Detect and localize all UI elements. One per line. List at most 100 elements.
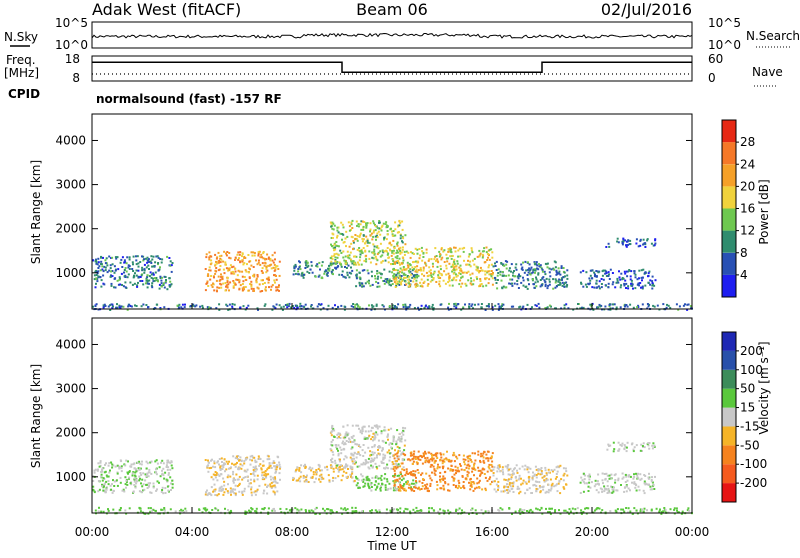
- echo-cell: [560, 307, 563, 310]
- echo-cell: [393, 487, 396, 490]
- echo-cell: [339, 249, 342, 252]
- echo-cell: [334, 248, 337, 251]
- echo-cell: [589, 282, 591, 285]
- echo-cell: [153, 279, 156, 282]
- echo-cell: [373, 253, 376, 256]
- echo-cell: [487, 510, 490, 513]
- echo-cell: [643, 492, 646, 495]
- echo-cell: [542, 276, 545, 279]
- echo-cell: [390, 284, 392, 287]
- echo-cell: [400, 485, 403, 488]
- echo-cell: [536, 264, 539, 267]
- echo-cell: [109, 309, 112, 311]
- echo-cell: [464, 282, 467, 285]
- echo-cell: [329, 221, 332, 224]
- echo-cell: [476, 482, 479, 485]
- echo-cell: [357, 451, 360, 454]
- echo-cell: [220, 258, 223, 261]
- echo-cell: [426, 483, 429, 486]
- echo-cell: [639, 238, 642, 241]
- echo-cell: [275, 468, 278, 471]
- noise-right-label: N.Search: [746, 29, 800, 43]
- echo-cell: [588, 475, 591, 478]
- echo-cell: [166, 485, 169, 488]
- echo-cell: [310, 509, 313, 512]
- echo-cell: [109, 469, 111, 472]
- echo-cell: [263, 304, 266, 307]
- echo-cell: [601, 479, 604, 482]
- echo-cell: [424, 484, 427, 487]
- echo-cell: [116, 303, 118, 306]
- echo-cell: [443, 458, 446, 461]
- echo-cell: [125, 270, 128, 273]
- echo-cell: [599, 487, 602, 490]
- echo-cell: [225, 267, 228, 270]
- echo-cell: [110, 303, 113, 306]
- echo-cell: [373, 438, 376, 441]
- echo-cell: [219, 278, 222, 281]
- echo-cell: [215, 279, 218, 282]
- echo-cell: [241, 275, 244, 278]
- echo-cell: [487, 282, 490, 285]
- echo-cell: [297, 270, 300, 273]
- echo-cell: [256, 275, 259, 278]
- echo-cell: [402, 278, 405, 281]
- echo-cell: [399, 507, 402, 510]
- echo-cell: [213, 483, 216, 486]
- echo-cell: [359, 429, 362, 432]
- echo-cell: [327, 304, 330, 307]
- echo-cell: [220, 473, 223, 476]
- echo-cell: [130, 465, 133, 468]
- echo-cell: [376, 232, 379, 235]
- echo-cell: [436, 488, 439, 491]
- echo-cell: [675, 303, 678, 306]
- echo-cell: [100, 256, 102, 259]
- echo-cell: [434, 247, 437, 250]
- echo-cell: [245, 511, 248, 514]
- echo-cell: [356, 235, 359, 238]
- echo-cell: [149, 461, 152, 464]
- echo-cell: [608, 245, 611, 248]
- echo-cell: [266, 492, 269, 495]
- echo-cell: [396, 478, 399, 481]
- echo-cell: [355, 484, 358, 487]
- echo-cell: [439, 277, 442, 279]
- echo-cell: [469, 265, 472, 268]
- echo-cell: [451, 279, 454, 282]
- echo-cell: [267, 507, 270, 510]
- echo-cell: [256, 307, 259, 310]
- echo-cell: [423, 306, 426, 309]
- echo-cell: [368, 479, 371, 482]
- echo-cell: [145, 475, 148, 478]
- echo-cell: [589, 486, 592, 489]
- echo-cell: [366, 222, 369, 225]
- echo-cell: [402, 466, 405, 469]
- echo-cell: [389, 228, 392, 231]
- echo-cell: [342, 256, 345, 259]
- echo-cell: [454, 465, 457, 468]
- echo-cell: [268, 458, 271, 461]
- echo-cell: [218, 308, 221, 311]
- echo-cell: [168, 257, 171, 259]
- echo-cell: [467, 279, 470, 282]
- echo-cell: [371, 466, 374, 469]
- echo-cell: [111, 263, 114, 266]
- echo-cell: [452, 451, 455, 454]
- echo-cell: [484, 273, 487, 276]
- echo-cell: [510, 482, 512, 485]
- echo-cell: [127, 266, 130, 269]
- echo-cell: [373, 457, 376, 460]
- echo-cell: [633, 272, 636, 275]
- echo-cell: [95, 271, 98, 273]
- echo-cell: [524, 260, 527, 263]
- echo-cell: [391, 442, 394, 445]
- echo-cell: [404, 303, 407, 306]
- echo-cell: [390, 427, 393, 430]
- echo-cell: [634, 483, 637, 485]
- echo-cell: [367, 466, 370, 469]
- echo-cell: [270, 485, 273, 488]
- echo-cell: [424, 450, 426, 453]
- echo-cell: [94, 305, 97, 307]
- echo-cell: [365, 224, 368, 227]
- echo-cell: [146, 462, 149, 465]
